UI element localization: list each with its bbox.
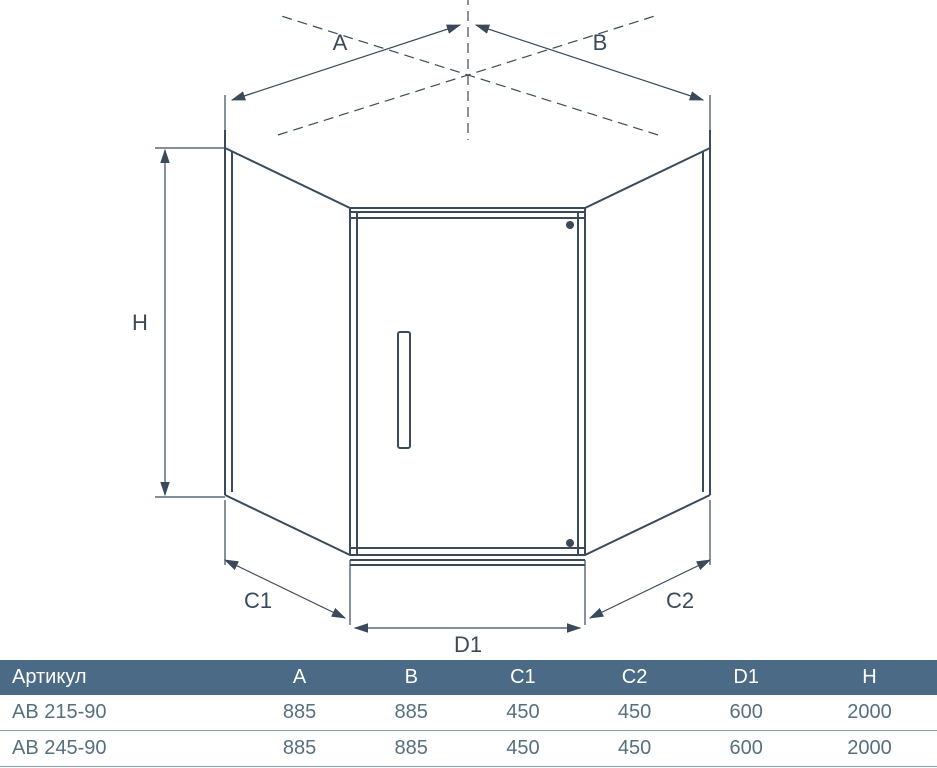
table-row: AB 215-90 885 885 450 450 600 2000 [0,695,937,731]
cell: 885 [355,731,467,767]
dim-label-D1: D1 [454,632,482,657]
cell: 450 [579,695,691,731]
cell: 2000 [802,731,937,767]
cell: 450 [467,695,579,731]
col-header: A [244,660,356,695]
cell: 885 [355,695,467,731]
cell: 885 [244,695,356,731]
cell: AB 245-90 [0,731,244,767]
dim-label-H: H [132,310,148,335]
dim-label-B: B [593,30,608,55]
dim-label-C1: C1 [244,588,272,613]
dimensions-table: Артикул A B C1 C2 D1 H AB 215-90 885 885… [0,660,937,767]
cell: AB 215-90 [0,695,244,731]
dim-label-C2: C2 [666,588,694,613]
col-header: B [355,660,467,695]
col-header: C2 [579,660,691,695]
cell: 450 [579,731,691,767]
cell: 885 [244,731,356,767]
col-header: C1 [467,660,579,695]
cell: 600 [690,731,802,767]
cell: 2000 [802,695,937,731]
table-header-row: Артикул A B C1 C2 D1 H [0,660,937,695]
page-container: A B H [0,0,937,767]
cell: 600 [690,695,802,731]
dim-label-A: A [333,30,348,55]
cell: 450 [467,731,579,767]
col-header: H [802,660,937,695]
col-header: D1 [690,660,802,695]
drawing-svg: A B H [0,0,937,660]
col-header: Артикул [0,660,244,695]
table-row: AB 245-90 885 885 450 450 600 2000 [0,731,937,767]
technical-drawing: A B H [0,0,937,660]
